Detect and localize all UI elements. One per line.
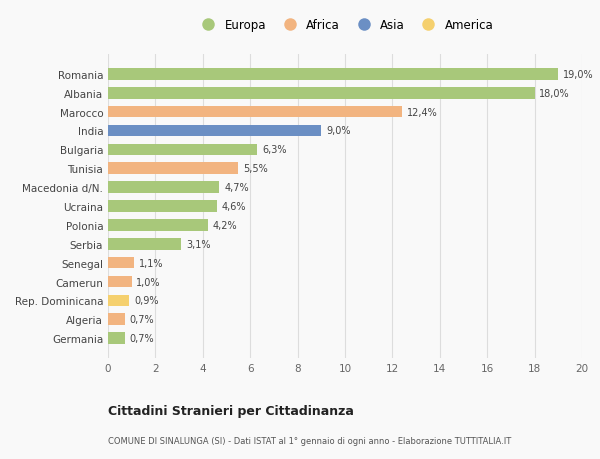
Bar [108, 163, 238, 175]
Bar [108, 88, 535, 99]
Bar [108, 276, 132, 288]
Bar [108, 295, 130, 307]
Bar [108, 219, 208, 231]
Text: 3,1%: 3,1% [186, 239, 211, 249]
Bar [108, 238, 181, 250]
Text: 0,7%: 0,7% [130, 333, 154, 343]
Text: 4,6%: 4,6% [222, 202, 246, 212]
Text: 1,0%: 1,0% [136, 277, 161, 287]
Text: 1,1%: 1,1% [139, 258, 163, 268]
Text: Cittadini Stranieri per Cittadinanza: Cittadini Stranieri per Cittadinanza [108, 404, 354, 417]
Bar [108, 69, 559, 80]
Text: 19,0%: 19,0% [563, 70, 593, 80]
Bar [108, 106, 402, 118]
Text: 0,7%: 0,7% [130, 314, 154, 325]
Text: 4,7%: 4,7% [224, 183, 249, 193]
Legend: Europa, Africa, Asia, America: Europa, Africa, Asia, America [193, 16, 497, 35]
Bar [108, 333, 125, 344]
Bar [108, 144, 257, 156]
Text: 4,2%: 4,2% [212, 220, 237, 230]
Text: 9,0%: 9,0% [326, 126, 350, 136]
Text: COMUNE DI SINALUNGA (SI) - Dati ISTAT al 1° gennaio di ogni anno - Elaborazione : COMUNE DI SINALUNGA (SI) - Dati ISTAT al… [108, 436, 511, 445]
Bar [108, 314, 125, 325]
Bar [108, 125, 322, 137]
Text: 0,9%: 0,9% [134, 296, 158, 306]
Bar [108, 257, 134, 269]
Text: 5,5%: 5,5% [243, 164, 268, 174]
Bar [108, 182, 220, 194]
Text: 6,3%: 6,3% [262, 145, 287, 155]
Text: 12,4%: 12,4% [407, 107, 437, 118]
Text: 18,0%: 18,0% [539, 89, 570, 99]
Bar [108, 201, 217, 213]
